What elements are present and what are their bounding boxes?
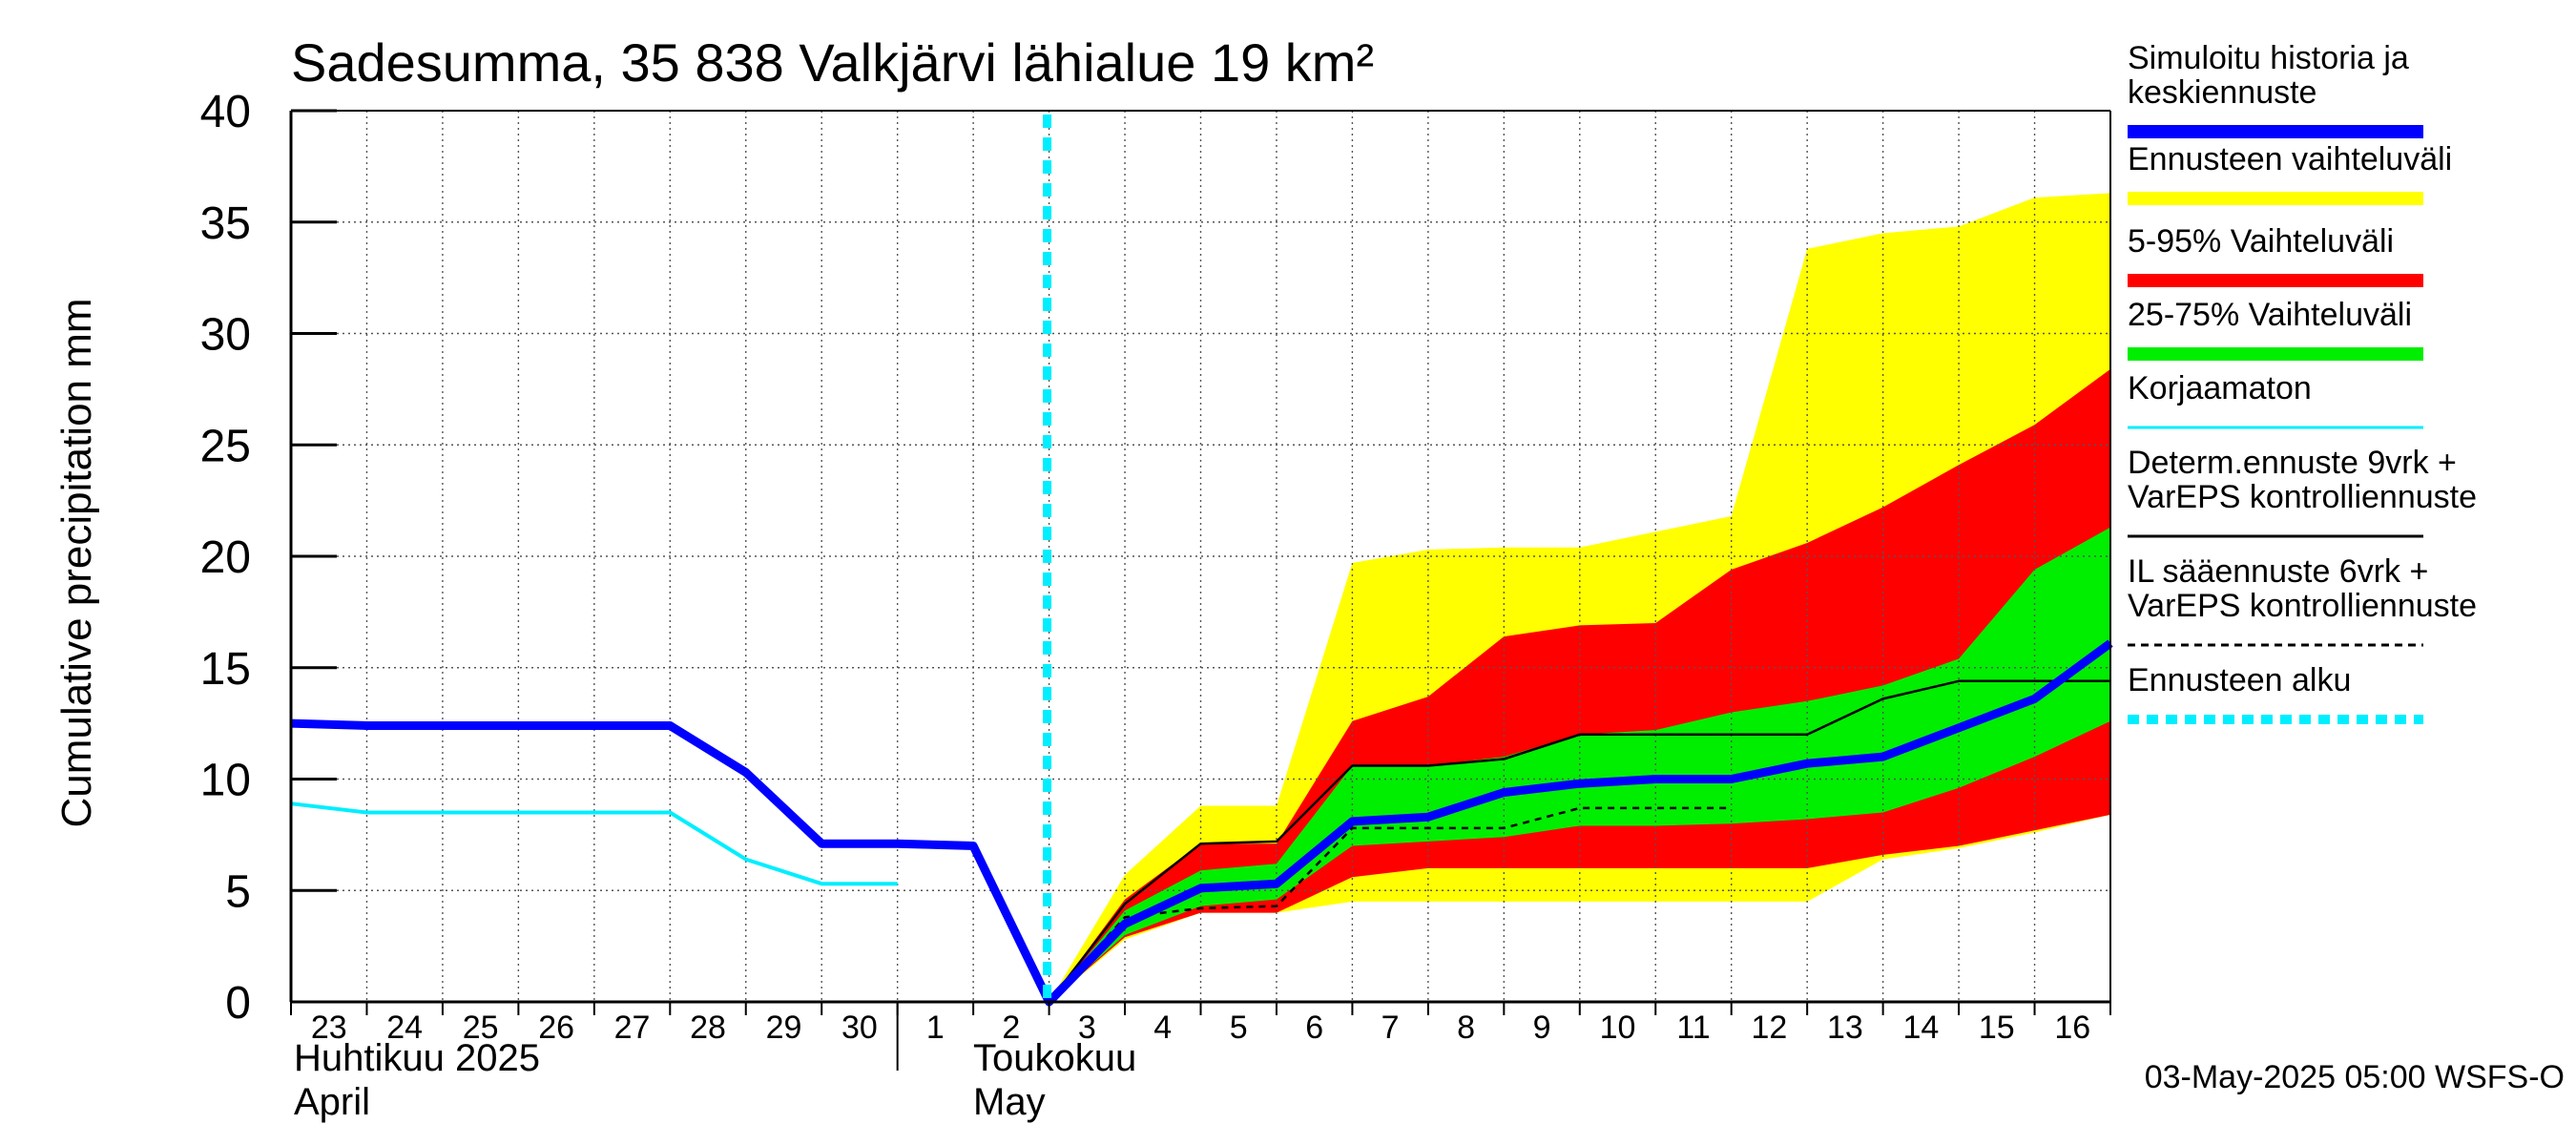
y-tick-label: 0 [225, 978, 251, 1029]
x-tick-label: 25 [463, 1010, 499, 1046]
series-line-3 [1048, 679, 2110, 1003]
legend-label-1: Simuloitu historia ja [2128, 40, 2409, 76]
y-tick-label: 40 [200, 87, 251, 137]
chart-title: Sadesumma, 35 838 Valkjärvi lähialue 19 … [291, 32, 1374, 93]
series-line-4 [1048, 806, 1732, 1003]
month-label-april-fi: Huhtikuu 2025 [294, 1037, 540, 1079]
x-tick-label: 14 [1902, 1010, 1939, 1046]
x-tick-label: 5 [1230, 1010, 1248, 1046]
x-tick-label: 7 [1381, 1010, 1400, 1046]
y-tick-label: 5 [225, 866, 251, 917]
y-tick-label: 35 [200, 198, 251, 249]
x-tick-label: 2 [1002, 1010, 1020, 1046]
x-tick-label: 28 [690, 1010, 726, 1046]
legend-label-8: Ennusteen alku [2128, 662, 2351, 698]
x-tick-label: 29 [766, 1010, 802, 1046]
legend-label-2: Ennusteen vaihteluväli [2128, 141, 2452, 177]
x-tick-label: 4 [1153, 1010, 1172, 1046]
timestamp: 03-May-2025 05:00 WSFS-O [2145, 1059, 2565, 1095]
legend-label-1: keskiennuste [2128, 74, 2316, 111]
x-tick-label: 24 [386, 1010, 423, 1046]
series-line-2 [290, 802, 898, 886]
x-tick-label: 9 [1533, 1010, 1551, 1046]
x-tick-label: 8 [1457, 1010, 1475, 1046]
y-tick-label: 25 [200, 421, 251, 471]
y-tick-label: 15 [200, 644, 251, 695]
legend-label-7: IL sääennuste 6vrk + [2128, 553, 2428, 590]
y-axis-label: Cumulative precipitation mm [53, 298, 100, 827]
legend-label-4: 25-75% Vaihteluväli [2128, 297, 2412, 333]
month-label-may-fi: Toukokuu [973, 1037, 1136, 1079]
month-label-april-en: April [294, 1081, 370, 1123]
x-tick-label: 16 [2054, 1010, 2090, 1046]
legend-label-6: Determ.ennuste 9vrk + [2128, 445, 2457, 481]
month-label-may-en: May [973, 1081, 1046, 1123]
x-tick-label: 13 [1827, 1010, 1863, 1046]
x-tick-label: 26 [538, 1010, 574, 1046]
x-tick-label: 10 [1600, 1010, 1636, 1046]
x-tick-label: 3 [1078, 1010, 1096, 1046]
x-tick-label: 1 [926, 1010, 945, 1046]
legend-label-3: 5-95% Vaihteluväli [2128, 223, 2394, 260]
legend-label-5: Korjaamaton [2128, 370, 2312, 406]
x-tick-label: 15 [1979, 1010, 2015, 1046]
series-line-1 [290, 639, 2113, 1007]
x-tick-label: 6 [1305, 1010, 1323, 1046]
x-tick-label: 23 [311, 1010, 347, 1046]
x-tick-label: 27 [614, 1010, 651, 1046]
y-tick-label: 30 [200, 310, 251, 361]
legend-label-7: VarEPS kontrolliennuste [2128, 588, 2477, 624]
x-tick-label: 12 [1752, 1010, 1788, 1046]
y-tick-label: 20 [200, 532, 251, 583]
legend-label-6: VarEPS kontrolliennuste [2128, 479, 2477, 515]
x-tick-label: 11 [1676, 1010, 1710, 1046]
y-tick-label: 10 [200, 756, 251, 806]
x-tick-label: 30 [841, 1010, 878, 1046]
